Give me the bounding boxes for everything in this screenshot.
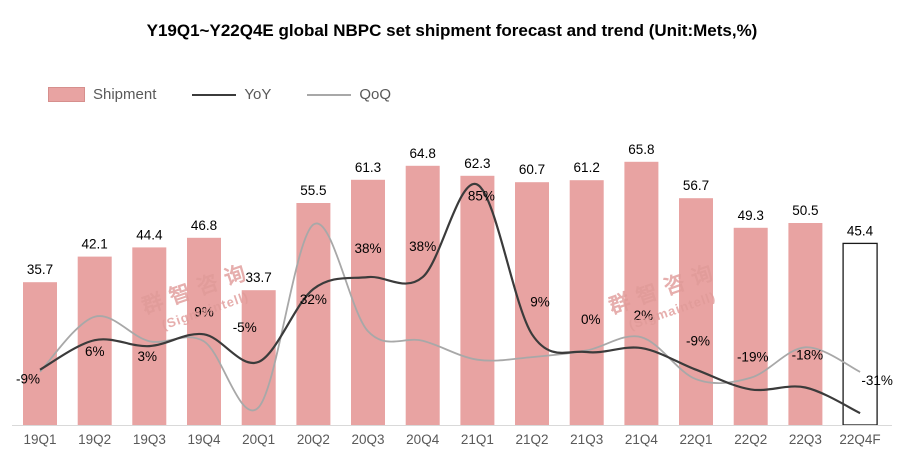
legend-item-yoy[interactable]: YoY [192,86,271,103]
legend: Shipment YoY QoQ [48,86,391,103]
yoy-point-label: -9% [686,334,710,349]
legend-item-shipment[interactable]: Shipment [48,86,156,103]
bar-value-label: 64.8 [410,146,436,161]
shipment-swatch-icon [48,87,85,102]
bar[interactable] [23,282,57,425]
yoy-point-label: 2% [634,308,654,323]
bar-value-label: 60.7 [519,162,545,177]
bar[interactable] [515,182,549,425]
x-axis-label: 20Q2 [297,432,330,447]
x-axis-label: 22Q1 [680,432,713,447]
qoq-line-swatch-icon [307,93,352,96]
bar[interactable] [733,227,768,425]
yoy-point-label: 3% [138,349,158,364]
yoy-point-label: 0% [581,312,601,327]
bar-value-label: 44.4 [136,227,163,242]
yoy-line-swatch-icon [192,93,237,96]
yoy-point-label: 9% [194,304,214,319]
yoy-point-label: -18% [792,348,824,363]
yoy-point-label: -31% [861,373,893,388]
x-axis-label: 19Q1 [23,432,56,447]
yoy-point-label: 85% [468,189,495,204]
bar[interactable] [788,223,823,425]
shipment-bars [23,161,878,426]
bar-value-label: 42.1 [82,237,108,252]
x-axis-label: 21Q3 [570,432,603,447]
yoy-point-label: 38% [354,241,381,256]
yoy-point-label: -19% [737,349,769,364]
chart-title: Y19Q1~Y22Q4E global NBPC set shipment fo… [146,21,758,40]
yoy-line[interactable] [39,183,861,415]
bar[interactable] [569,180,604,425]
x-axis-label: 20Q1 [242,432,275,447]
yoy-point-label: 32% [300,292,327,307]
x-axis-label: 20Q3 [352,432,385,447]
bar-value-label: 61.3 [355,160,381,175]
x-axis-label: 21Q4 [625,432,659,447]
x-axis-label: 21Q1 [461,432,494,447]
x-axis-label: 22Q2 [734,432,767,447]
yoy-point-label: 38% [409,239,436,254]
x-axis-label: 21Q2 [516,432,549,447]
yoy-point-label: 9% [530,294,550,309]
bar-value-label: 33.7 [246,270,272,285]
x-axis-label: 19Q2 [78,432,111,447]
legend-label-qoq: QoQ [359,86,392,103]
bar-value-label: 49.3 [738,208,764,223]
bar-value-labels: 35.7 42.1 44.4 46.8 33.7 55.5 61.3 64.8 62.3 60.7… [27,142,874,285]
bar-value-label: 65.8 [628,142,654,157]
qoq-line[interactable] [39,222,861,412]
x-axis-label: 22Q3 [789,432,822,447]
bar-value-label: 61.2 [574,160,600,175]
legend-label-yoy: YoY [244,86,272,103]
legend-label-shipment: Shipment [93,86,157,103]
chart-canvas: 35.7 42.1 44.4 46.8 33.7 55.5 61.3 64.8 62.3 60.7… [12,142,893,447]
yoy-point-label: 6% [85,344,105,359]
bar-value-label: 62.3 [464,156,490,171]
bar-value-label: 55.5 [300,183,326,198]
bar[interactable] [624,161,659,426]
bar[interactable] [351,179,385,425]
yoy-point-labels: -9% 6% 3% 9% -5% 32% 38% 38% 85% 9% 0% 2% -9% -19% -18… [16,189,893,389]
x-axis-label: 22Q4F [839,432,880,447]
bar-value-label: 46.8 [191,218,217,233]
bar[interactable] [241,290,276,425]
bar[interactable] [679,198,713,425]
bar[interactable] [296,203,331,425]
bar-value-label: 35.7 [27,262,53,277]
yoy-point-label: -9% [16,372,40,387]
bar-value-label: 56.7 [683,178,709,193]
yoy-point-label: -5% [233,320,257,335]
legend-item-qoq[interactable]: QoQ [307,86,391,103]
bar[interactable] [187,237,221,425]
bar-value-label: 45.4 [847,223,874,238]
bar[interactable] [405,165,440,426]
x-axis-label: 19Q4 [187,432,221,447]
x-axis-label: 19Q3 [133,432,166,447]
bar[interactable] [460,175,495,425]
x-axis-label: 20Q4 [406,432,440,447]
bar-value-label: 50.5 [792,203,818,218]
x-axis-labels: 19Q1 19Q2 19Q3 19Q4 20Q1 20Q2 20Q3 20Q4 21Q1 21Q2… [23,432,880,447]
bar-forecast[interactable] [842,242,878,426]
